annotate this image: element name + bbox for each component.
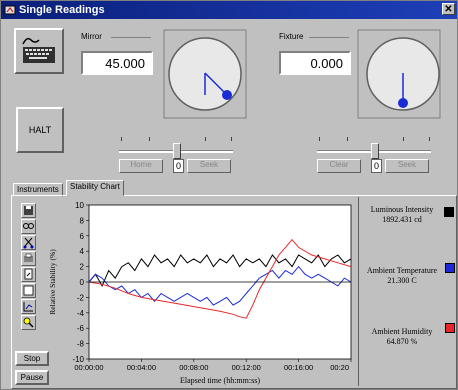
y-tick-label: 0 [80,278,85,287]
save-icon [24,206,33,215]
ambient-humidity-line [88,238,352,319]
fixture-slider-tick [429,137,430,141]
y-tick-label: 2 [80,263,85,272]
legend-luminous-value: 1892.431 cd [359,215,445,224]
fixture-label-rule [309,37,349,38]
legend-luminous-number: 1892.431 [382,215,413,224]
close-button[interactable]: ✕ [442,3,455,15]
y-tick-label: -10 [72,355,84,364]
y-tick-label: -2 [77,293,85,302]
legend-humidity-number: 64.870 [386,337,409,346]
legend-panel: Luminous Intensity 1892.431 cd Ambient T… [358,197,455,386]
mirror-gauge [163,29,247,119]
mirror-label: Mirror [81,32,102,41]
y-tick-label: 4 [80,247,85,256]
pause-button[interactable]: Pause [15,370,49,385]
legend-temperature-name: Ambient Temperature [366,266,438,275]
x-tick-label: 00:12:00 [232,363,261,372]
legend-luminous-name: Luminous Intensity [370,205,434,214]
fixture-gauge [357,29,441,119]
y-tick-label: 10 [75,201,84,210]
fixture-value-display: 0.000 [279,51,351,75]
mirror-step-value[interactable]: 0 [173,159,184,173]
fixture-slider-tick [403,137,404,141]
y-axis-label: Relative Stability (%) [48,249,57,315]
legend-temperature-number: 21.300 [387,276,410,285]
zoom-icon-button[interactable] [21,315,36,330]
mirror-slider-thumb[interactable] [173,143,181,159]
page-icon [24,268,33,280]
print-preview-icon-button[interactable] [21,219,36,234]
legend-temperature-swatch [445,263,455,273]
tab-instruments[interactable]: Instruments [13,183,63,197]
y-tick-label: 8 [80,216,85,225]
x-tick-label: 00:20 [330,363,349,372]
fixture-clear-button[interactable]: Clear [317,159,361,173]
legend-luminous-unit: cd [414,215,422,224]
page-icon-button[interactable] [21,267,36,282]
legend-temperature-value: 21.300 C [359,276,445,285]
grid-icon-button[interactable] [21,283,36,298]
halt-label: HALT [28,125,52,135]
copy-icon [24,253,33,262]
stop-button[interactable]: Stop [15,351,49,366]
fixture-step-value[interactable]: 0 [371,159,382,173]
legend-temperature-unit: C [411,276,417,285]
stability-chart: Relative Stability (%) 10 8 6 4 2 0 -2 -4 -6 -8 -1… [48,201,352,385]
fixture-slider-tick [347,137,348,141]
fixture-label: Fixture [279,32,304,41]
luminous-intensity-line [88,254,352,288]
fixture-seek-button[interactable]: Seek [385,159,429,173]
zoom-icon [23,317,34,328]
x-axis-label: Elapsed time (hh:mm:ss) [180,376,260,385]
fixture-slider-thumb[interactable] [371,143,379,159]
cut-icon-button[interactable] [21,235,36,250]
y-tick-label: -6 [77,324,85,333]
legend-humidity-name: Ambient Humidity [371,327,433,336]
keyboard-icon [22,37,55,63]
ambient-temperature-line [88,265,352,306]
legend-humidity-unit: % [410,337,418,346]
title-bar: Single Readings ✕ [1,1,457,19]
cut-icon [23,237,34,249]
window-title: Single Readings [19,4,105,16]
y-tick-label: -4 [77,309,85,318]
axis-icon-button[interactable] [21,299,36,314]
axis-icon [23,302,33,312]
x-tick-label: 00:00:00 [74,363,103,372]
legend-humidity-swatch [445,323,455,333]
copy-icon-button[interactable] [21,251,36,266]
x-tick-label: 00:16:00 [284,363,313,372]
app-icon [4,5,16,15]
halt-button[interactable]: HALT [16,107,64,153]
y-tick-label: 6 [80,232,85,241]
mirror-slider-tick [231,137,232,141]
grid-icon [23,285,34,296]
mirror-slider-tick [205,137,206,141]
mirror-slider-tick [149,137,150,141]
print-preview-icon [23,223,34,229]
mirror-value-display: 45.000 [81,51,153,75]
mirror-seek-button[interactable]: Seek [187,159,231,173]
tab-stability-chart[interactable]: Stability Chart [66,180,124,196]
x-tick-label: 00:04:00 [127,363,156,372]
legend-luminous-swatch [444,207,454,217]
x-tick-label: 00:08:00 [179,363,208,372]
y-tick-label: -8 [77,340,85,349]
stability-chart-panel [11,195,457,389]
mirror-home-button[interactable]: Home [119,159,163,173]
mirror-slider-tick [121,137,122,141]
save-icon-button[interactable] [21,203,36,218]
legend-humidity-value: 64.870 % [359,337,445,346]
mirror-label-rule [111,37,151,38]
keyboard-button[interactable] [14,28,64,74]
fixture-slider-tick [319,137,320,141]
